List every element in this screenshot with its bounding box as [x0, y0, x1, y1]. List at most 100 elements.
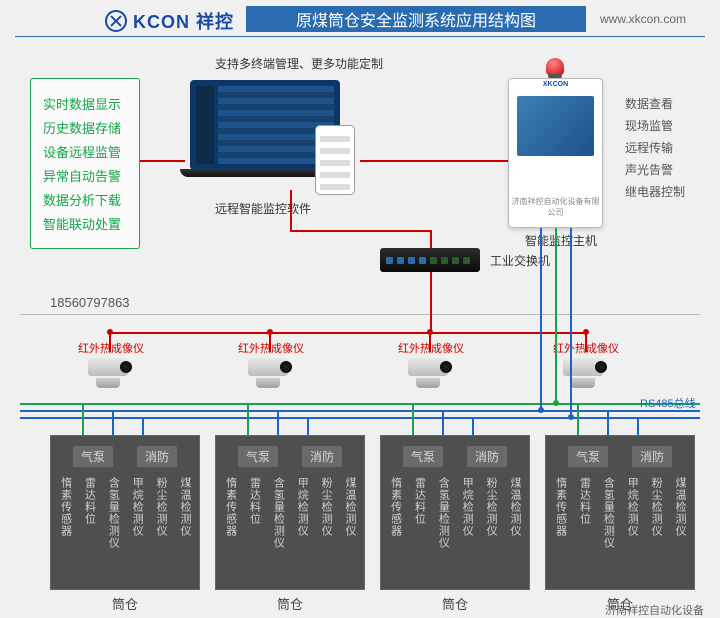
page-title: 原煤筒仓安全监测系统应用结构图	[246, 6, 586, 32]
silo-tag: 消防	[137, 446, 177, 467]
junction-dot	[553, 400, 559, 406]
sensor-col: 雷达料位	[248, 477, 261, 549]
silo-box: 气泵 消防 惰素传感器 雷达料位 含氢量检测仪 甲烷检测仪 粉尘检测仪 煤温检测仪	[545, 435, 695, 590]
brand-logo: KCON 祥控	[105, 8, 234, 34]
wire	[570, 228, 572, 417]
logo-text: KCON 祥控	[133, 8, 234, 34]
camera-icon	[555, 358, 613, 392]
wire	[442, 410, 444, 435]
sensor-col: 惰素传感器	[224, 477, 237, 549]
bus-label: RS485总线	[640, 395, 696, 411]
junction-dot	[427, 329, 433, 335]
camera-icon	[240, 358, 298, 392]
silo-label: 筒仓	[442, 594, 468, 613]
phone-icon	[315, 125, 355, 195]
feat-item: 继电器控制	[625, 183, 685, 200]
wire	[430, 230, 432, 248]
feat-item: 历史数据存储	[43, 118, 127, 137]
wire	[637, 417, 639, 435]
wire	[109, 332, 587, 334]
wire	[307, 417, 309, 435]
phone-divider	[20, 314, 700, 315]
sensor-col: 惰素传感器	[554, 477, 567, 549]
feat-item: 数据分析下载	[43, 190, 127, 209]
sensor-col: 惰素传感器	[389, 477, 402, 549]
sensor-col: 甲烷检测仪	[626, 477, 639, 549]
wire	[472, 417, 474, 435]
site-url: www.xkcon.com	[600, 12, 686, 26]
sensor-col: 含氢量检测仪	[437, 477, 450, 549]
wire	[555, 228, 557, 403]
sensor-col: 甲烷检测仪	[131, 477, 144, 549]
camera-icon	[80, 358, 138, 392]
logo-mark-icon	[105, 10, 127, 32]
sensor-col: 粉尘检测仪	[319, 477, 332, 549]
laptop-icon	[185, 80, 345, 180]
host-label: 智能监控主机	[525, 232, 597, 249]
sensor-col: 粉尘检测仪	[154, 477, 167, 549]
sensor-col: 雷达料位	[83, 477, 96, 549]
alarm-light-icon	[546, 58, 564, 76]
feat-item: 远程传输	[625, 139, 685, 156]
feat-item: 设备远程监管	[43, 142, 127, 161]
software-label: 远程智能监控软件	[215, 200, 311, 217]
wire	[290, 230, 430, 232]
junction-dot	[107, 329, 113, 335]
bus-line-blue	[20, 417, 700, 419]
sensor-col: 粉尘检测仪	[484, 477, 497, 549]
junction-dot	[583, 329, 589, 335]
sensor-col: 粉尘检测仪	[649, 477, 662, 549]
wire	[290, 190, 292, 230]
wire	[112, 410, 114, 435]
silo-tag: 消防	[632, 446, 672, 467]
silo-tag: 气泵	[403, 446, 443, 467]
host-feature-list: 数据查看 现场监管 远程传输 声光告警 继电器控制	[625, 90, 685, 205]
sensor-col: 煤温检测仪	[343, 477, 356, 549]
footer-credit: 济南祥控自动化设备	[605, 602, 704, 618]
silo-label: 筒仓	[277, 594, 303, 613]
sensor-col: 雷达料位	[413, 477, 426, 549]
camera-icon	[400, 358, 458, 392]
header-rule-top	[15, 36, 705, 37]
sensor-col: 含氢量检测仪	[272, 477, 285, 549]
camera-label: 红外热成像仪	[398, 340, 464, 356]
silo-tag: 气泵	[238, 446, 278, 467]
silo-tag: 气泵	[73, 446, 113, 467]
wire	[607, 410, 609, 435]
wire	[577, 403, 579, 435]
wire	[360, 160, 508, 162]
silo-box: 气泵 消防 惰素传感器 雷达料位 含氢量检测仪 甲烷检测仪 粉尘检测仪 煤温检测仪	[215, 435, 365, 590]
monitor-host-icon: XKCON 济南祥控自动化设备有限公司	[508, 78, 603, 228]
wire	[540, 228, 542, 410]
wire	[412, 403, 414, 435]
feat-item: 智能联动处置	[43, 214, 127, 233]
silo-tag: 气泵	[568, 446, 608, 467]
junction-dot	[267, 329, 273, 335]
top-caption: 支持多终端管理、更多功能定制	[215, 55, 383, 72]
sensor-col: 含氢量检测仪	[602, 477, 615, 549]
wire	[142, 417, 144, 435]
silo-tag: 消防	[302, 446, 342, 467]
industrial-switch-icon	[380, 248, 480, 272]
feat-item: 现场监管	[625, 117, 685, 134]
camera-label: 红外热成像仪	[78, 340, 144, 356]
junction-dot	[568, 414, 574, 420]
sensor-col: 甲烷检测仪	[296, 477, 309, 549]
camera-label: 红外热成像仪	[553, 340, 619, 356]
sensor-col: 煤温检测仪	[673, 477, 686, 549]
software-feature-list: 实时数据显示 历史数据存储 设备远程监管 异常自动告警 数据分析下载 智能联动处…	[30, 78, 140, 249]
feat-item: 实时数据显示	[43, 94, 127, 113]
wire	[430, 272, 432, 332]
wire	[82, 403, 84, 435]
sensor-col: 惰素传感器	[59, 477, 72, 549]
silo-tag: 消防	[467, 446, 507, 467]
wire	[247, 403, 249, 435]
sensor-col: 煤温检测仪	[508, 477, 521, 549]
feat-item: 数据查看	[625, 95, 685, 112]
bus-line-green	[20, 403, 700, 405]
camera-label: 红外热成像仪	[238, 340, 304, 356]
sensor-col: 雷达料位	[578, 477, 591, 549]
silo-box: 气泵消防 惰素传感器 雷达料位 含氢量检测仪 甲烷检测仪 粉尘检测仪 煤温检测仪	[50, 435, 200, 590]
silo-label: 筒仓	[112, 594, 138, 613]
feat-item: 声光告警	[625, 161, 685, 178]
